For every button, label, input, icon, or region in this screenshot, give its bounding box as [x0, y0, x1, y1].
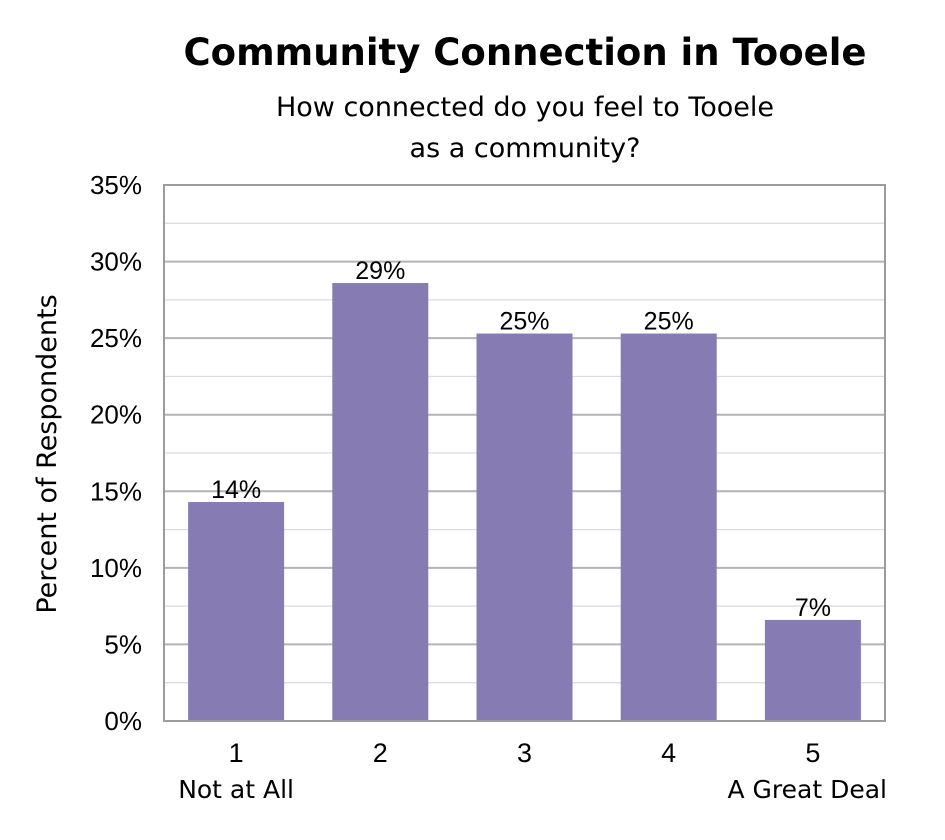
x-tick-sublabel-1: Not at All — [178, 775, 294, 804]
chart-subtitle-line-1: How connected do you feel to Tooele — [276, 92, 774, 123]
chart-subtitle-line-2: as a community? — [410, 133, 641, 164]
bar-3 — [476, 333, 573, 721]
y-tick-label: 20% — [90, 400, 142, 430]
x-tick-label-3: 3 — [517, 738, 532, 768]
bar-2 — [332, 283, 429, 721]
x-tick-sublabel-5: A Great Deal — [728, 775, 888, 804]
data-labels: 14% 29% 25% 25% 7% — [211, 257, 831, 622]
data-label-3: 25% — [499, 308, 549, 336]
chart-title: Community Connection in Tooele — [184, 31, 867, 74]
data-label-1: 14% — [211, 476, 261, 504]
y-axis-label: Percent of Respondents — [32, 294, 63, 613]
y-tick-label: 25% — [90, 323, 142, 353]
x-tick-labels: 1 Not at All 2 3 4 5 A Great Deal — [178, 738, 887, 804]
x-tick-label-5: 5 — [805, 738, 820, 768]
y-tick-label: 35% — [90, 170, 142, 200]
y-tick-label: 5% — [104, 629, 142, 659]
bar-1 — [188, 502, 285, 721]
plot-area-border — [163, 184, 886, 722]
y-tick-label: 10% — [90, 553, 142, 583]
x-tick-label-2: 2 — [373, 738, 388, 768]
bars — [188, 283, 861, 721]
bar-4 — [620, 333, 717, 721]
data-label-4: 25% — [644, 308, 694, 336]
plot-frame — [163, 184, 886, 722]
x-tick-label-1: 1 — [229, 738, 244, 768]
data-label-2: 29% — [355, 257, 405, 285]
x-tick-label-4: 4 — [661, 738, 676, 768]
y-tick-label: 15% — [90, 476, 142, 506]
y-tick-label: 30% — [90, 247, 142, 277]
data-label-5: 7% — [795, 594, 831, 622]
bar-5 — [764, 619, 861, 721]
y-tick-labels: 0% 5% 10% 15% 20% 25% 30% 35% — [90, 170, 142, 736]
y-tick-label: 0% — [104, 706, 142, 736]
